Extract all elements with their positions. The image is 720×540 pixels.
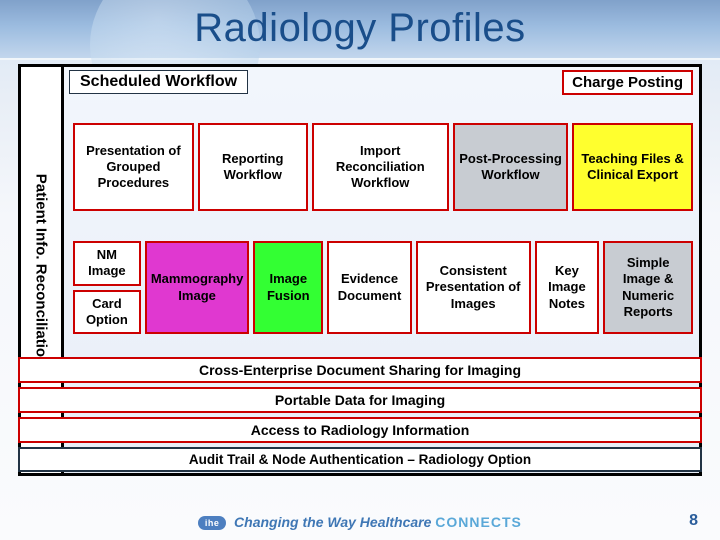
profile-cell: Mammography Image bbox=[145, 241, 250, 334]
profile-cell: Consistent Presentation of Images bbox=[416, 241, 531, 334]
profile-cell: Reporting Workflow bbox=[198, 123, 308, 211]
bar-item: Cross-Enterprise Document Sharing for Im… bbox=[18, 357, 702, 383]
page-number: 8 bbox=[689, 512, 698, 530]
footer-text-a: Changing the Way Healthcare bbox=[234, 514, 435, 530]
profile-cell: Evidence Document bbox=[327, 241, 412, 334]
stacked-cell: NM ImageCard Option bbox=[73, 241, 141, 334]
footer-tagline: ihe Changing the Way Healthcare CONNECTS bbox=[0, 514, 720, 530]
profiles-row-1: Presentation of Grouped ProceduresReport… bbox=[73, 123, 693, 211]
profile-cell: Simple Image & Numeric Reports bbox=[603, 241, 693, 334]
scheduled-workflow-label: Scheduled Workflow bbox=[69, 70, 248, 94]
horizontal-bars: Cross-Enterprise Document Sharing for Im… bbox=[18, 357, 702, 472]
profile-cell: Image Fusion bbox=[253, 241, 323, 334]
ihe-badge-icon: ihe bbox=[198, 516, 226, 530]
profile-cell: Card Option bbox=[73, 290, 141, 335]
bar-item: Audit Trail & Node Authentication – Radi… bbox=[18, 447, 702, 472]
profile-cell: NM Image bbox=[73, 241, 141, 286]
bar-item: Portable Data for Imaging bbox=[18, 387, 702, 413]
profile-cell: Post-Processing Workflow bbox=[453, 123, 568, 211]
charge-posting-label: Charge Posting bbox=[562, 70, 693, 95]
profile-cell: Presentation of Grouped Procedures bbox=[73, 123, 194, 211]
footer-text-b: CONNECTS bbox=[435, 514, 522, 530]
profiles-row-2: NM ImageCard OptionMammography ImageImag… bbox=[73, 241, 693, 334]
bar-item: Access to Radiology Information bbox=[18, 417, 702, 443]
profile-cell: Teaching Files & Clinical Export bbox=[572, 123, 693, 211]
profile-cell: Key Image Notes bbox=[535, 241, 600, 334]
page-title: Radiology Profiles bbox=[0, 6, 720, 51]
sidebar-label: Patient Info. Reconciliation bbox=[33, 174, 50, 367]
profile-cell: Import Reconciliation Workflow bbox=[312, 123, 449, 211]
